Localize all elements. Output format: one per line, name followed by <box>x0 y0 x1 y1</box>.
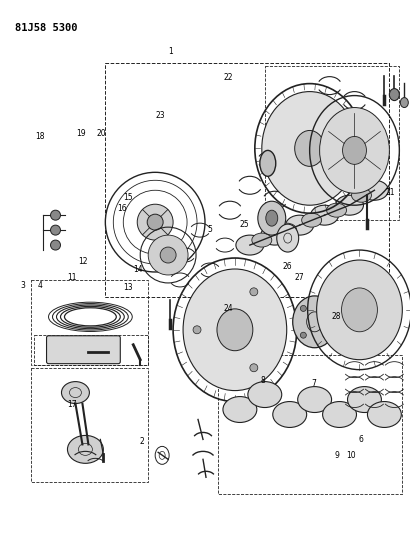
Text: 17: 17 <box>67 400 77 409</box>
Ellipse shape <box>335 195 363 215</box>
Bar <box>218 354 402 494</box>
Ellipse shape <box>51 225 60 235</box>
Ellipse shape <box>160 247 176 263</box>
Text: 3: 3 <box>21 280 25 289</box>
Text: 13: 13 <box>123 283 132 292</box>
Ellipse shape <box>300 332 306 338</box>
Ellipse shape <box>62 382 90 403</box>
Text: 20: 20 <box>96 129 106 138</box>
Text: 23: 23 <box>156 111 165 119</box>
Text: 8: 8 <box>261 376 265 385</box>
Ellipse shape <box>72 347 85 357</box>
Text: 5: 5 <box>207 225 212 234</box>
Text: 9: 9 <box>334 450 339 459</box>
Ellipse shape <box>286 215 314 235</box>
Ellipse shape <box>351 188 372 202</box>
Text: 18: 18 <box>35 132 44 141</box>
Text: 6: 6 <box>359 434 364 443</box>
Ellipse shape <box>277 223 297 237</box>
Ellipse shape <box>250 288 258 296</box>
Text: 25: 25 <box>240 220 249 229</box>
Ellipse shape <box>250 364 258 372</box>
Ellipse shape <box>236 235 264 255</box>
Ellipse shape <box>342 136 367 164</box>
Ellipse shape <box>342 288 377 332</box>
Ellipse shape <box>137 204 173 240</box>
Ellipse shape <box>183 269 287 391</box>
Text: 4: 4 <box>37 280 42 289</box>
Ellipse shape <box>260 150 276 176</box>
FancyBboxPatch shape <box>46 336 120 364</box>
Text: 81J58 5300: 81J58 5300 <box>15 23 77 33</box>
Text: 21: 21 <box>385 188 395 197</box>
Ellipse shape <box>389 88 399 101</box>
Ellipse shape <box>367 401 401 427</box>
Ellipse shape <box>273 401 307 427</box>
Text: 7: 7 <box>312 379 316 388</box>
Ellipse shape <box>327 203 346 217</box>
Ellipse shape <box>320 108 389 193</box>
Bar <box>34 335 148 365</box>
Text: 1: 1 <box>169 47 173 56</box>
Bar <box>265 66 399 220</box>
Ellipse shape <box>335 336 344 348</box>
Text: 27: 27 <box>295 272 305 281</box>
Ellipse shape <box>252 233 272 247</box>
Ellipse shape <box>311 205 339 225</box>
Ellipse shape <box>223 397 257 423</box>
Ellipse shape <box>266 210 278 226</box>
Text: 2: 2 <box>140 437 144 446</box>
Bar <box>105 63 389 297</box>
Text: 26: 26 <box>283 262 292 271</box>
Ellipse shape <box>147 214 163 230</box>
Bar <box>30 368 148 482</box>
Ellipse shape <box>248 382 282 408</box>
Text: 14: 14 <box>133 265 143 273</box>
Ellipse shape <box>277 224 299 252</box>
Text: 12: 12 <box>78 257 88 265</box>
Text: 11: 11 <box>68 272 77 281</box>
Ellipse shape <box>295 131 325 166</box>
Text: 24: 24 <box>223 304 233 313</box>
Ellipse shape <box>302 213 321 227</box>
Ellipse shape <box>258 201 286 235</box>
Ellipse shape <box>51 210 60 220</box>
Ellipse shape <box>298 386 332 413</box>
Bar <box>30 280 148 365</box>
Ellipse shape <box>293 296 337 348</box>
Ellipse shape <box>67 435 103 463</box>
Ellipse shape <box>300 305 306 311</box>
Ellipse shape <box>316 260 402 360</box>
Ellipse shape <box>261 225 289 245</box>
Ellipse shape <box>148 235 188 275</box>
Text: 22: 22 <box>223 74 233 83</box>
Ellipse shape <box>323 401 356 427</box>
Ellipse shape <box>51 240 60 250</box>
Ellipse shape <box>323 305 329 311</box>
Text: 10: 10 <box>346 450 356 459</box>
Ellipse shape <box>360 180 388 200</box>
Ellipse shape <box>400 98 408 108</box>
Ellipse shape <box>193 326 201 334</box>
Ellipse shape <box>262 92 358 205</box>
Text: 16: 16 <box>117 204 126 213</box>
Ellipse shape <box>323 332 329 338</box>
Ellipse shape <box>348 386 381 413</box>
Text: 15: 15 <box>123 193 132 202</box>
Text: 19: 19 <box>76 129 85 138</box>
Ellipse shape <box>217 309 253 351</box>
Text: 28: 28 <box>332 312 341 321</box>
